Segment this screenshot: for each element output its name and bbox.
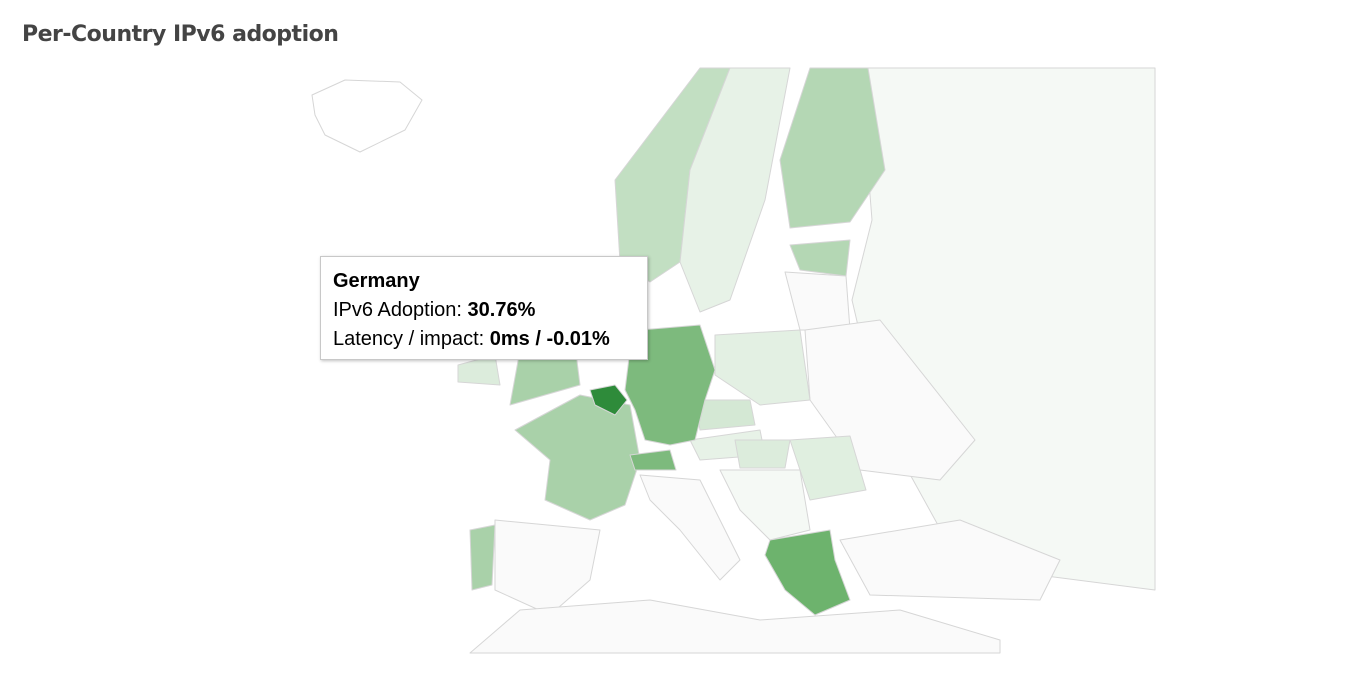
greece bbox=[764, 529, 851, 616]
iceland bbox=[311, 79, 423, 153]
sweden bbox=[679, 67, 791, 313]
balkans bbox=[719, 469, 811, 541]
tooltip-row: IPv6 Adoption: 30.76% bbox=[333, 296, 635, 325]
tooltip-row: Latency / impact: 0ms / -0.01% bbox=[333, 325, 635, 354]
italy bbox=[639, 474, 741, 581]
belgium bbox=[589, 384, 628, 416]
switzerland bbox=[629, 449, 677, 471]
finland bbox=[779, 67, 886, 229]
turkey bbox=[839, 519, 1061, 601]
tooltip-value: 30.76% bbox=[467, 299, 536, 321]
countries bbox=[311, 67, 1156, 654]
tooltip-value: 0ms / -0.01% bbox=[489, 328, 610, 350]
romania bbox=[789, 435, 867, 501]
africa bbox=[469, 599, 1001, 654]
tooltip-country: Germany bbox=[333, 270, 420, 292]
tooltip-label: IPv6 Adoption: bbox=[333, 299, 462, 321]
poland bbox=[714, 329, 811, 406]
tooltip: Germany IPv6 Adoption: 30.76% Latency / … bbox=[320, 256, 648, 360]
baltics bbox=[784, 271, 851, 331]
estonia bbox=[789, 239, 851, 277]
portugal bbox=[469, 524, 496, 591]
spain bbox=[494, 519, 601, 616]
hungary bbox=[734, 439, 791, 469]
page-title: Per-Country IPv6 adoption bbox=[22, 22, 339, 47]
russia bbox=[851, 67, 1156, 591]
tooltip-title: Germany bbox=[333, 267, 635, 296]
tooltip-label: Latency / impact: bbox=[333, 328, 485, 350]
france bbox=[514, 394, 641, 521]
